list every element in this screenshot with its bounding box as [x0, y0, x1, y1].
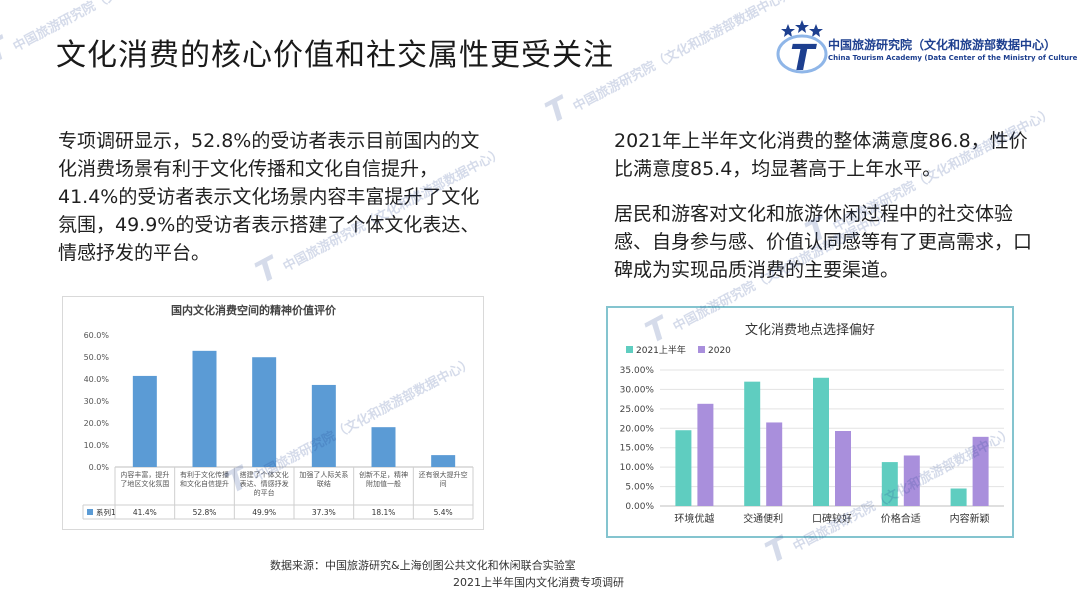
y-tick-label: 25.00%: [620, 405, 655, 415]
chart-title: 国内文化消费空间的精神价值评价: [171, 303, 337, 317]
bar: [881, 462, 898, 506]
bar: [972, 436, 989, 506]
bar: [903, 455, 920, 506]
data-table-value: 18.1%: [372, 508, 396, 517]
category-label: 的平台: [254, 488, 275, 497]
legend-label: 2021上半年: [636, 344, 686, 356]
location-preference-chart-svg: 文化消费地点选择偏好 2021上半年 2020 0.00% 5.00% 10.00% 15.…: [620, 323, 1004, 525]
data-table-value: 37.3%: [312, 508, 336, 517]
logo-mark: T: [790, 38, 817, 79]
data-table-value: 52.8%: [193, 508, 217, 517]
y-tick-label: 20.0%: [84, 419, 110, 428]
y-tick-label: 0.00%: [625, 502, 654, 512]
star-icon: [781, 20, 823, 37]
bar: [675, 430, 692, 506]
legend-swatch: [87, 509, 93, 515]
y-tick-label: 30.0%: [84, 397, 110, 406]
bar: [835, 431, 851, 506]
y-tick-label: 20.00%: [620, 424, 655, 434]
logo-name-cn: 中国旅游研究院（文化和旅游部数据中心）: [828, 38, 1057, 52]
category-label: 内容新颖: [950, 512, 990, 525]
source-line-1: 数据来源：中国旅游研究&上海创图公共文化和休闲联合实验室: [270, 559, 576, 572]
category-label: 口碑较好: [812, 512, 852, 525]
y-tick-label: 10.0%: [84, 441, 110, 450]
spiritual-value-chart: 国内文化消费空间的精神价值评价 0.0% 10.0% 20.0% 30.0% 40.0% 5…: [62, 296, 484, 530]
category-label: 表达、情感抒发: [240, 479, 289, 488]
category-label: 联结: [317, 479, 331, 488]
watermark-logo-icon: T: [0, 30, 15, 71]
category-label: 环境优越: [674, 512, 714, 525]
category-label: 搭建了个体文化: [240, 470, 289, 479]
category-label: 有利于文化传播: [180, 470, 229, 479]
bar: [431, 455, 456, 467]
category-label: 交通便利: [743, 512, 783, 525]
legend-label: 2020: [708, 346, 731, 356]
data-table-value: 41.4%: [133, 508, 157, 517]
bar: [813, 377, 829, 506]
legend-swatch: [698, 346, 705, 353]
right-paragraph-2: 居民和游客对文化和旅游休闲过程中的社交体验感、自身参与感、价值认同感等有了更高需…: [614, 203, 1033, 281]
y-tick-label: 10.00%: [620, 463, 655, 473]
category-label: 了地区文化氛围: [120, 479, 169, 488]
spiritual-value-chart-svg: 国内文化消费空间的精神价值评价 0.0% 10.0% 20.0% 30.0% 40.0% 5…: [82, 303, 474, 520]
bar: [192, 350, 217, 467]
bar: [697, 403, 714, 506]
bar: [311, 384, 336, 467]
academy-logo: T: [776, 20, 828, 79]
right-paragraph-1: 2021年上半年文化消费的整体满意度86.8，性价比满意度85.4，均显著高于上…: [614, 130, 1028, 180]
bar: [766, 422, 783, 506]
source-line-2: 2021上半年国内文化消费专项调研: [453, 576, 624, 589]
category-label: 加强了人际关系: [299, 470, 348, 479]
legend-label: 系列1: [96, 507, 116, 517]
watermark-logo-icon: T: [540, 90, 575, 131]
page-title: 文化消费的核心价值和社交属性更受关注: [56, 38, 614, 73]
logo-name-en: China Tourism Academy (Data Center of th…: [828, 54, 1080, 62]
category-label: 间: [440, 480, 447, 488]
category-label: 内容丰富，提升: [120, 470, 169, 479]
category-label: 价格合适: [881, 512, 921, 525]
y-tick-label: 40.0%: [84, 375, 110, 384]
category-label: 还有很大提升空: [419, 470, 468, 479]
y-tick-label: 0.0%: [89, 463, 110, 472]
legend-swatch: [626, 346, 633, 353]
bar: [744, 381, 761, 506]
bar: [252, 357, 277, 467]
category-label: 和文化自信提升: [180, 479, 229, 488]
chart-title: 文化消费地点选择偏好: [745, 323, 875, 338]
bar: [371, 427, 396, 467]
y-tick-label: 50.0%: [84, 353, 110, 362]
bar: [132, 375, 157, 467]
data-table-value: 49.9%: [252, 508, 276, 517]
y-tick-label: 30.00%: [620, 385, 655, 395]
y-tick-label: 35.00%: [620, 366, 655, 376]
data-table-value: 5.4%: [434, 508, 453, 517]
y-tick-label: 15.00%: [620, 444, 655, 454]
category-label: 创新不足，精神: [359, 470, 408, 479]
y-tick-label: 5.00%: [625, 483, 654, 493]
y-tick-label: 60.0%: [84, 331, 110, 340]
bar: [950, 488, 967, 506]
category-label: 附加值一般: [366, 479, 401, 488]
left-paragraph: 专项调研显示，52.8%的受访者表示目前国内的文化消费场景有利于文化传播和文化自…: [58, 130, 480, 264]
location-preference-chart: 文化消费地点选择偏好 2021上半年 2020 0.00% 5.00% 10.00% 15.…: [606, 306, 1014, 538]
